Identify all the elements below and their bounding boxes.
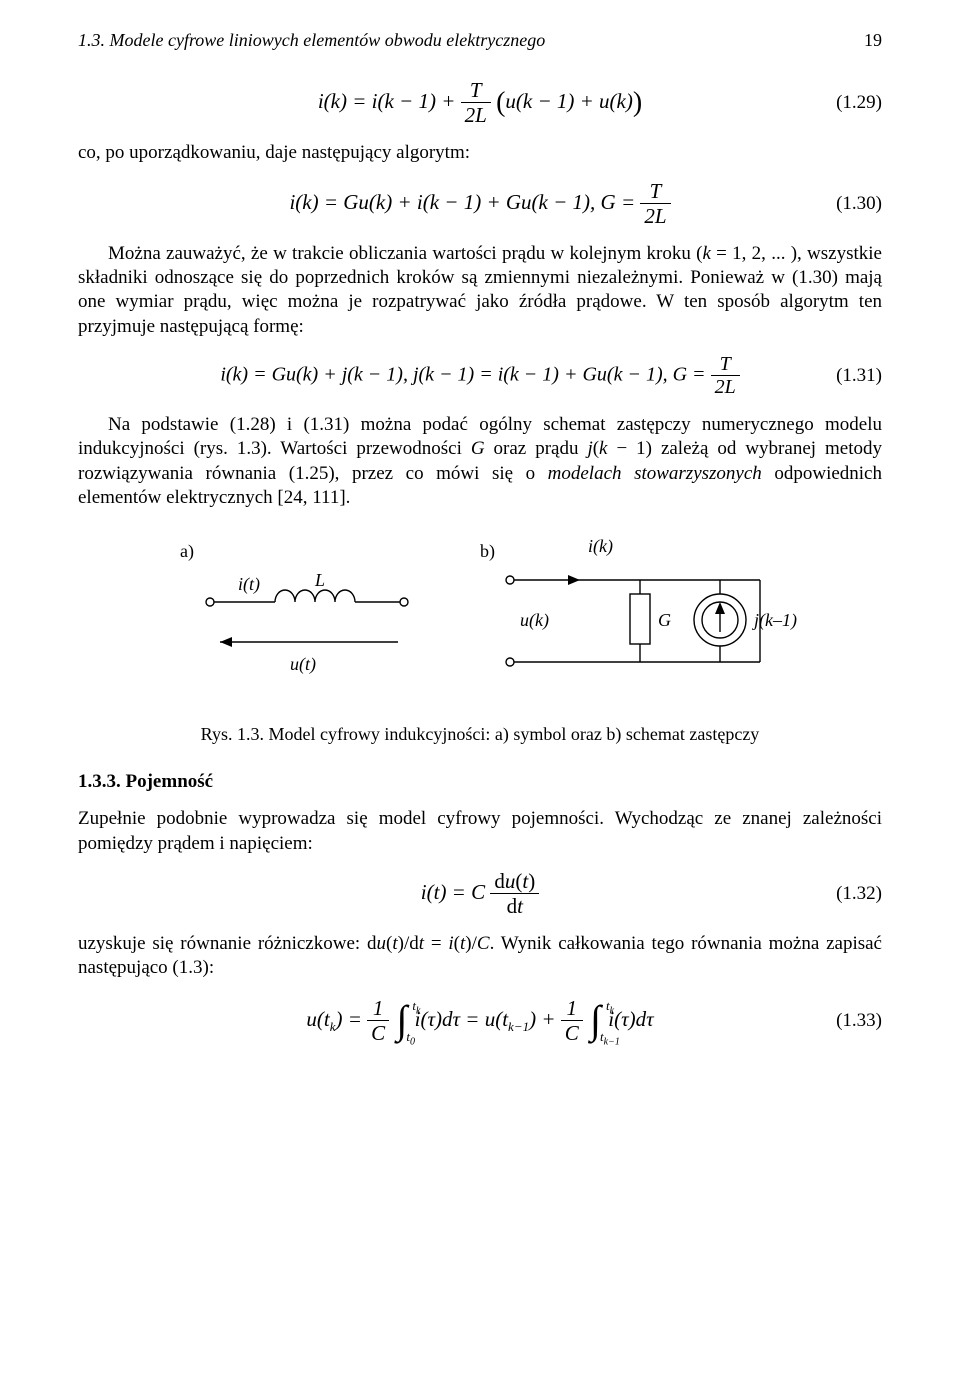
paragraph: co, po uporządkowaniu, daje następujący … [78, 141, 882, 165]
fig-uk-label: u(k) [520, 610, 549, 631]
fig-ut-label: u(t) [290, 654, 316, 675]
fraction: T 2L [711, 353, 740, 399]
equation-1-31: i(k) = Gu(k) + j(k − 1), j(k − 1) = i(k … [78, 353, 882, 399]
paragraph: Na podstawie (1.28) i (1.31) można podać… [78, 413, 882, 510]
eq-number: (1.33) [654, 1010, 882, 1032]
eq-text: i(t) = C [421, 880, 485, 904]
eq-text: i(k) = i(k − 1) + [318, 89, 461, 113]
integral-icon: tk ∫ t0 [396, 1002, 407, 1039]
eq-number: (1.29) [642, 92, 882, 114]
eq-sep: , G = [663, 364, 711, 386]
paragraph: Zupełnie podobnie wyprowadza się model c… [78, 807, 882, 856]
eq-text-a: i(k) = Gu(k) + j(k − 1) [220, 364, 403, 386]
fig-jk-label: j(k–1) [752, 610, 797, 631]
fraction: T 2L [461, 79, 491, 127]
paragraph: uzyskuje się równanie różniczkowe: du(t)… [78, 932, 882, 981]
fig-b-label: b) [480, 541, 495, 562]
figure-1-3: .lbl { font: italic 18px "Times New Roma… [78, 532, 882, 712]
text: uzyskuje się równanie różniczkowe: [78, 933, 367, 954]
fig-a-label: a) [180, 541, 194, 562]
eq-sep: , [403, 364, 413, 386]
fraction: du(t) dt [490, 870, 539, 918]
page-number: 19 [864, 30, 882, 51]
fig-it-label: i(t) [238, 574, 260, 595]
fraction: 1 C [367, 997, 389, 1045]
fig-G-label: G [658, 610, 671, 630]
circuit-svg: .lbl { font: italic 18px "Times New Roma… [160, 532, 800, 712]
equation-1-29: i(k) = i(k − 1) + T 2L (u(k − 1) + u(k))… [78, 79, 882, 127]
eq-rest: u(k − 1) + u(k) [505, 89, 632, 113]
equation-1-33: u(tk) = 1 C tk ∫ t0 i(τ)dτ = u(tk−1) + 1… [78, 997, 882, 1045]
eq-number: (1.30) [671, 193, 882, 215]
integral-icon: tk ∫ tk−1 [590, 1002, 601, 1039]
eq-text-b: j(k − 1) = i(k − 1) + Gu(k − 1) [413, 364, 663, 386]
subsection-heading: 1.3.3. Pojemność [78, 771, 882, 793]
fig-L-label: L [314, 570, 325, 590]
section-title: 1.3. Modele cyfrowe liniowych elementów … [78, 30, 545, 51]
equation-1-32: i(t) = C du(t) dt (1.32) [78, 870, 882, 918]
equation-1-30: i(k) = Gu(k) + i(k − 1) + Gu(k − 1), G =… [78, 180, 882, 228]
eq-text: i(k) = Gu(k) + i(k − 1) + Gu(k − 1) [289, 189, 590, 213]
fig-ik-label: i(k) [588, 536, 613, 557]
eq-number: (1.32) [539, 883, 882, 905]
text: Można zauważyć, że w trakcie obliczania … [108, 243, 702, 264]
eq-number: (1.31) [740, 365, 882, 387]
fraction: T 2L [640, 180, 670, 228]
fraction: 1 C [561, 997, 583, 1045]
var-k: k [702, 243, 710, 264]
page-header: 1.3. Modele cyfrowe liniowych elementów … [78, 30, 882, 51]
paragraph: Można zauważyć, że w trakcie obliczania … [78, 242, 882, 339]
figure-caption: Rys. 1.3. Model cyfrowy indukcyjności: a… [78, 724, 882, 745]
eq-sep: , G = [590, 189, 640, 213]
